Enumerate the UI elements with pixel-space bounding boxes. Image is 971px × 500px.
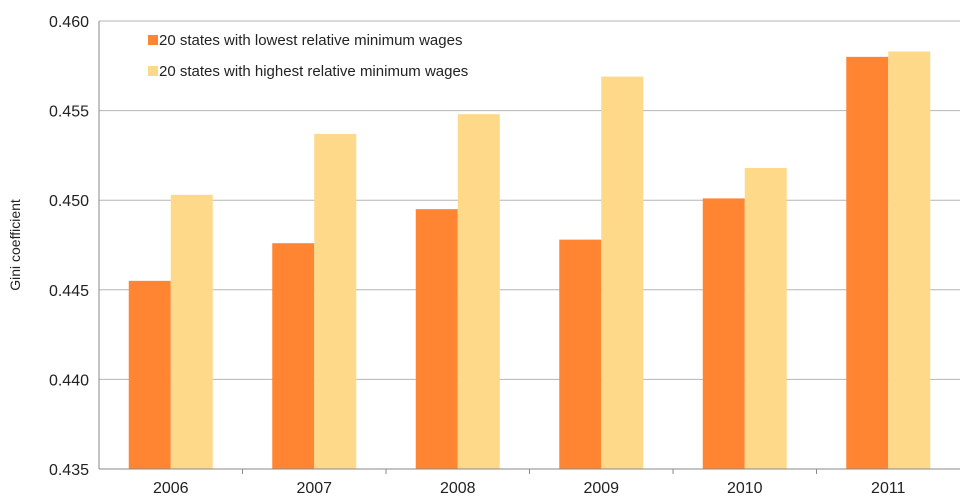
bar-2011-series-1 <box>846 56 889 470</box>
bars <box>128 51 931 470</box>
y-tick-label: 0.450 <box>49 193 89 210</box>
axes <box>98 21 960 470</box>
legend-swatch-2 <box>148 66 158 76</box>
bar-2008-series-1 <box>415 209 458 469</box>
x-tick-label: 2009 <box>583 480 619 497</box>
y-tick-label: 0.445 <box>49 283 89 300</box>
x-tick-label: 2008 <box>440 480 476 497</box>
y-tick-label: 0.455 <box>49 104 89 121</box>
bar-2010-series-1 <box>702 198 745 469</box>
bar-2008-series-2 <box>457 114 500 470</box>
y-tick-label: 0.435 <box>49 462 89 479</box>
bar-2007-series-2 <box>314 133 357 469</box>
legend-swatch-1 <box>148 35 158 45</box>
legend-label-1: 20 states with lowest relative minimum w… <box>159 32 462 49</box>
legend: 20 states with lowest relative minimum w… <box>148 32 468 80</box>
x-tick-labels: 2006 2007 2008 2009 2010 2011 <box>153 480 906 497</box>
y-tick-label: 0.440 <box>49 372 89 389</box>
x-tick-label: 2010 <box>727 480 763 497</box>
bar-2006-series-1 <box>128 280 171 469</box>
y-tick-labels: 0.435 0.440 0.445 0.450 0.455 0.460 <box>49 14 89 479</box>
bar-2009-series-1 <box>559 239 602 469</box>
legend-label-2: 20 states with highest relative minimum … <box>159 63 468 80</box>
bar-2011-series-2 <box>888 51 931 470</box>
bar-2009-series-2 <box>601 76 644 469</box>
y-tick-label: 0.460 <box>49 14 89 31</box>
x-tick-label: 2011 <box>871 480 906 497</box>
bar-2006-series-2 <box>170 194 213 469</box>
x-tick-label: 2007 <box>296 480 332 497</box>
x-tick-label: 2006 <box>153 480 189 497</box>
y-axis-title: Gini coefficient <box>7 199 23 291</box>
bar-2007-series-1 <box>272 243 315 469</box>
bar-2010-series-2 <box>744 167 787 469</box>
gridlines <box>99 20 960 474</box>
